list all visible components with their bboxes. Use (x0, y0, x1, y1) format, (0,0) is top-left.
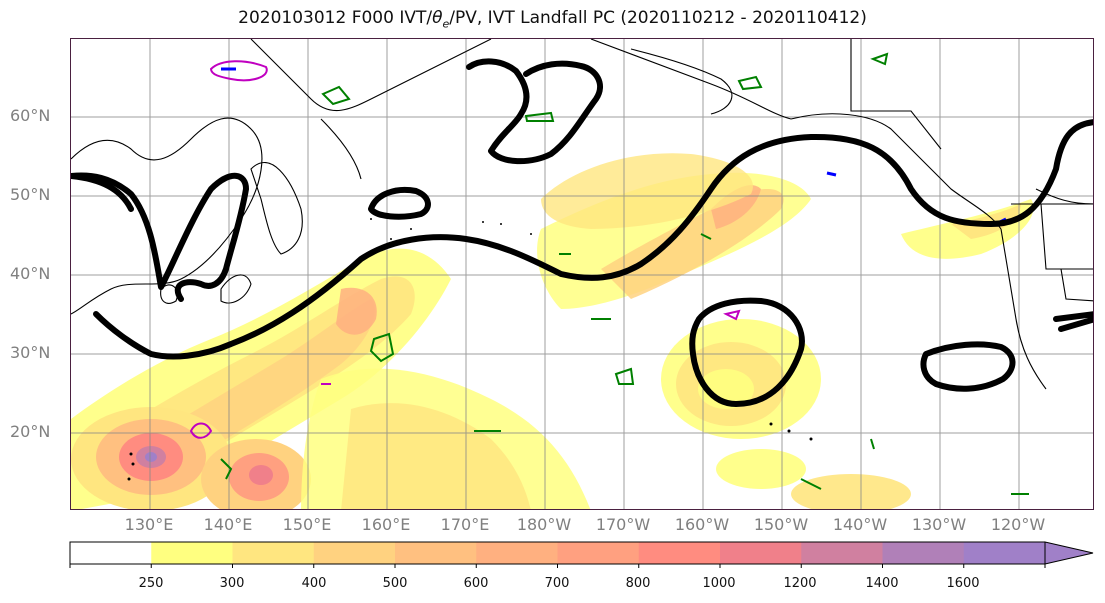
colorbar-label: 800 (625, 576, 651, 591)
lat-label-30n: 30°N (10, 343, 51, 362)
lon-label-170w: 170°W (595, 515, 651, 534)
map-canvas (71, 39, 1093, 509)
colorbar-label: 500 (382, 576, 408, 591)
chart-title: 2020103012 F000 IVT/θe/PV, IVT Landfall … (0, 8, 1105, 30)
colorbar-extend-arrow (1044, 541, 1094, 565)
lon-label-130e: 130°E (124, 515, 174, 534)
lon-label-150e: 150°E (282, 515, 332, 534)
colorbar-label: 1600 (946, 576, 980, 591)
lon-label-160e: 160°E (361, 515, 411, 534)
colorbar-label: 1000 (702, 576, 736, 591)
lon-label-180w: 180°W (516, 515, 572, 534)
colorbar-segment (70, 542, 152, 564)
colorbar-label: 1400 (865, 576, 899, 591)
colorbar (69, 541, 1094, 568)
theta-e-contours (220, 52, 1029, 495)
coastlines (71, 39, 1093, 390)
colorbar-segment (476, 542, 558, 564)
theta-symbol: θ (432, 8, 443, 28)
colorbar-label: 700 (544, 576, 570, 591)
colorbar-label: 600 (463, 576, 489, 591)
colorbar-label: 300 (219, 576, 245, 591)
colorbar-segment (638, 542, 721, 564)
colorbar-segment (882, 542, 965, 564)
colorbar-label: 1200 (783, 576, 817, 591)
colorbar-label: 250 (138, 576, 164, 591)
lon-label-140e: 140°E (203, 515, 253, 534)
lon-label-160w: 160°W (674, 515, 730, 534)
colorbar-segment (801, 542, 883, 564)
colorbar-segment (963, 542, 1046, 564)
ivt-shading (71, 153, 1034, 509)
colorbar-segment (395, 542, 477, 564)
lat-label-60n: 60°N (10, 106, 51, 125)
lon-label-150w: 150°W (753, 515, 809, 534)
title-prefix: 2020103012 F000 IVT/ (238, 8, 433, 28)
colorbar-segment (151, 542, 233, 564)
theta-subscript: e (442, 17, 450, 31)
lat-label-50n: 50°N (10, 185, 51, 204)
lon-label-170e: 170°E (440, 515, 490, 534)
other-contours (189, 60, 1007, 439)
lon-label-140w: 140°W (832, 515, 888, 534)
colorbar-segment (232, 542, 315, 564)
pv-contours (71, 58, 1093, 407)
colorbar-segment (557, 542, 640, 564)
lon-label-120w: 120°W (990, 515, 1046, 534)
colorbar-segment (313, 542, 396, 564)
lat-label-40n: 40°N (10, 264, 51, 283)
colorbar-segment (720, 542, 802, 564)
title-suffix: /PV, IVT Landfall PC (2020110212 - 20201… (449, 8, 867, 28)
islands (127, 218, 813, 481)
lat-label-20n: 20°N (10, 422, 51, 441)
lon-label-130w: 130°W (911, 515, 967, 534)
colorbar-label: 400 (301, 576, 327, 591)
map-panel (70, 38, 1094, 510)
